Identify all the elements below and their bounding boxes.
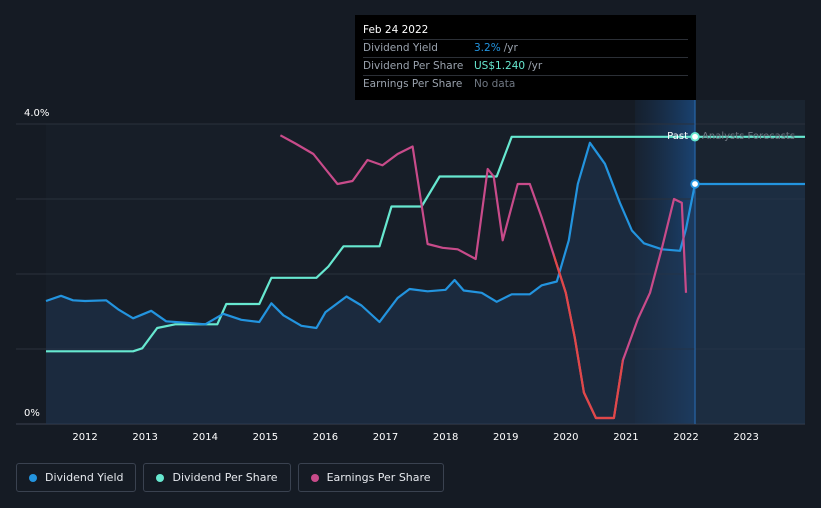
series-line-dividend-yield xyxy=(45,141,805,330)
tooltip-key: Earnings Per Share xyxy=(363,78,463,90)
legend-item-dividend-yield[interactable]: Dividend Yield xyxy=(16,463,137,492)
tooltip-key: Dividend Per Share xyxy=(363,60,464,72)
tooltip-key: Dividend Yield xyxy=(363,42,438,54)
point-marker xyxy=(690,132,700,142)
x-tick-label: 2012 xyxy=(72,432,97,443)
legend-item-earnings-per-share[interactable]: Earnings Per Share xyxy=(297,463,444,492)
tooltip-unit: /yr xyxy=(503,42,518,54)
legend-dot-icon xyxy=(29,473,37,482)
forecast-region-label: Analysts Forecasts xyxy=(702,131,795,142)
legend-label: Dividend Yield xyxy=(45,471,124,484)
series-line-earnings-per-share xyxy=(279,134,688,420)
legend: Dividend Yield Dividend Per Share Earnin… xyxy=(16,463,444,492)
legend-label: Earnings Per Share xyxy=(326,471,431,484)
y-axis-bottom-label: 0% xyxy=(24,408,40,419)
x-tick-label: 2013 xyxy=(132,432,157,443)
tooltip-value: 3.2% xyxy=(474,42,501,54)
tooltip-row-dividend-yield: Dividend Yield 3.2% /yr xyxy=(363,40,688,58)
x-tick-label: 2020 xyxy=(553,432,578,443)
legend-item-dividend-per-share[interactable]: Dividend Per Share xyxy=(143,463,291,492)
x-tick-label: 2019 xyxy=(493,432,518,443)
tooltip-unit: /yr xyxy=(528,60,543,72)
x-tick-label: 2017 xyxy=(373,432,398,443)
tooltip-value: US$1.240 xyxy=(474,60,526,72)
series-line-dividend-per-share xyxy=(46,135,805,353)
x-tick-label: 2015 xyxy=(253,432,278,443)
past-region-label: Past xyxy=(667,131,688,142)
x-tick-label: 2014 xyxy=(193,432,218,443)
legend-label: Dividend Per Share xyxy=(172,471,278,484)
point-marker xyxy=(690,179,700,189)
legend-dot-icon xyxy=(156,473,165,482)
hover-tooltip: Feb 24 2022 Dividend Yield 3.2% /yr Divi… xyxy=(355,15,696,100)
x-tick-label: 2018 xyxy=(433,432,458,443)
dividend-yield-area xyxy=(46,142,805,424)
legend-dot-icon xyxy=(310,473,319,482)
x-tick-label: 2021 xyxy=(613,432,638,443)
x-tick-label: 2023 xyxy=(733,432,758,443)
tooltip-row-earnings-per-share: Earnings Per Share No data xyxy=(363,76,688,93)
tooltip-value: No data xyxy=(474,78,516,90)
tooltip-date: Feb 24 2022 xyxy=(363,21,688,40)
x-tick-label: 2022 xyxy=(673,432,698,443)
y-axis-top-label: 4.0% xyxy=(24,108,49,119)
tooltip-row-dividend-per-share: Dividend Per Share US$1.240 /yr xyxy=(363,58,688,76)
x-tick-label: 2016 xyxy=(313,432,338,443)
